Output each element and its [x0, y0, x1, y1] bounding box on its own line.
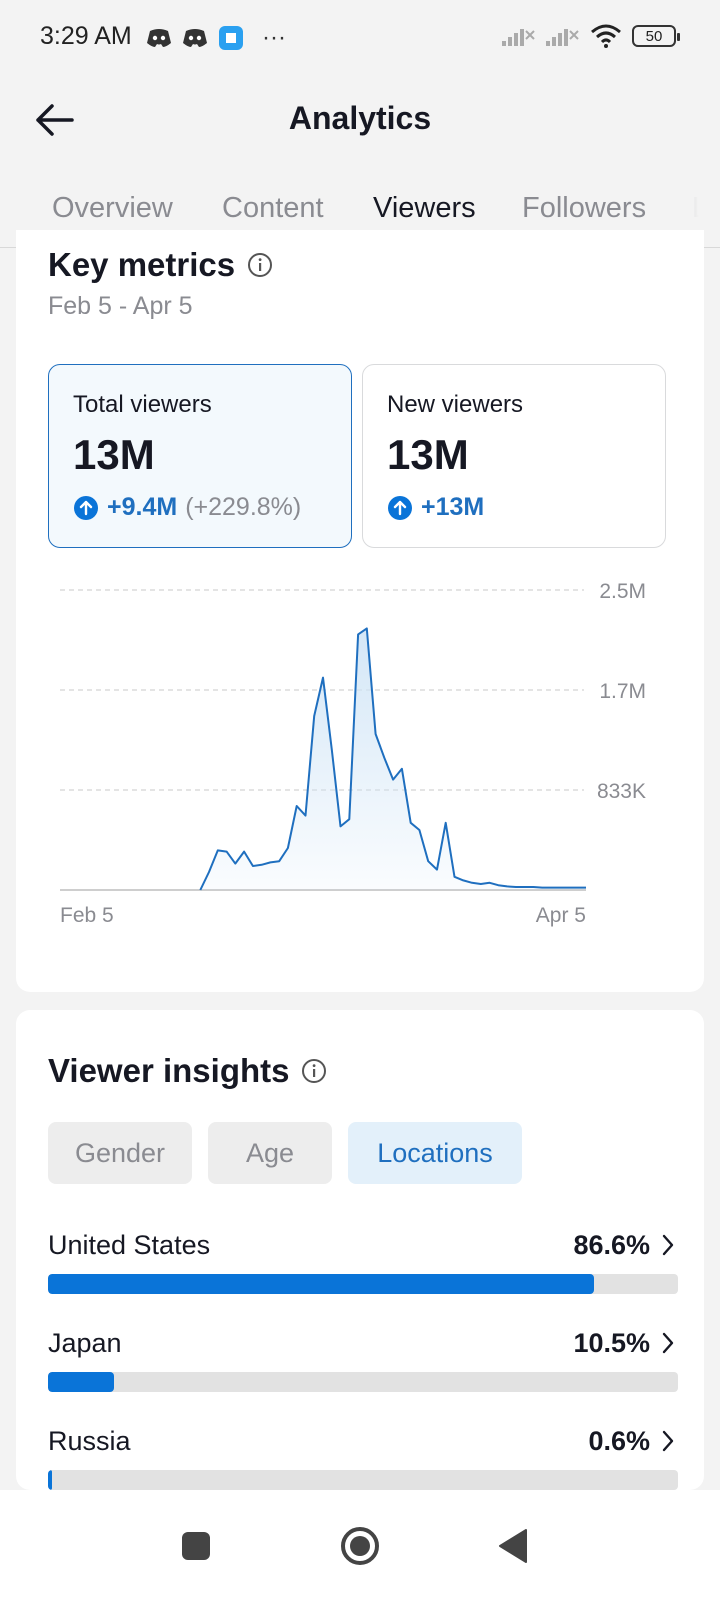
info-icon[interactable]	[301, 1058, 327, 1084]
location-row[interactable]: Russia 0.6%	[48, 1426, 678, 1496]
chevron-right-icon	[662, 1234, 674, 1256]
metric-value: 13M	[387, 431, 469, 478]
discord-icon	[147, 29, 171, 47]
filter-age[interactable]: Age	[208, 1122, 332, 1184]
viewers-series-line	[199, 627, 586, 891]
location-row[interactable]: Japan 10.5%	[48, 1328, 678, 1398]
location-name: Japan	[48, 1328, 122, 1358]
app-header: Analytics	[0, 72, 720, 164]
messenger-app-icon	[219, 26, 243, 50]
system-navigation-bar	[0, 1490, 720, 1600]
location-bar-track	[48, 1372, 678, 1392]
filter-locations[interactable]: Locations	[348, 1122, 522, 1184]
page-title: Analytics	[288, 100, 432, 136]
change-value: +9.4M	[107, 493, 178, 521]
info-icon[interactable]	[247, 252, 273, 278]
viewers-area-chart[interactable]: 2.5M 1.7M 833K Feb 5 Apr 5	[16, 560, 704, 940]
recents-button[interactable]	[168, 1518, 224, 1574]
chevron-right-icon	[662, 1332, 674, 1354]
y-tick-label: 2.5M	[599, 580, 646, 603]
filter-gender[interactable]: Gender	[48, 1122, 192, 1184]
metric-label: Total viewers	[73, 391, 212, 418]
y-tick-label: 1.7M	[599, 680, 646, 703]
arrow-up-circle-icon	[388, 495, 412, 520]
tab-overview[interactable]: Overview	[52, 192, 173, 224]
total-viewers-metric[interactable]: Total viewers 13M +9.4M (+229.8%)	[48, 364, 352, 548]
metric-value: 13M	[73, 431, 155, 478]
key-metrics-title: Key metrics	[48, 246, 236, 283]
location-bar-track	[48, 1470, 678, 1490]
arrow-up-circle-icon	[74, 495, 98, 520]
x-tick-label: Feb 5	[60, 904, 114, 927]
new-viewers-metric[interactable]: New viewers 13M +13M	[362, 364, 666, 548]
location-name: Russia	[48, 1426, 131, 1456]
metric-change: +13M	[387, 493, 484, 522]
location-name: United States	[48, 1230, 211, 1260]
date-range: Feb 5 - Apr 5	[48, 292, 193, 320]
location-percent: 10.5%	[573, 1328, 650, 1358]
home-button[interactable]	[332, 1518, 388, 1574]
discord-icon	[183, 29, 207, 47]
back-button[interactable]	[32, 96, 80, 144]
signal-off-icon	[502, 29, 535, 46]
notification-icons: ···	[146, 24, 286, 52]
back-nav-button[interactable]	[484, 1518, 540, 1574]
more-notifications-icon: ···	[262, 24, 286, 51]
viewer-insights-title: Viewer insights	[48, 1052, 290, 1089]
wifi-icon	[591, 24, 621, 48]
location-bar-track	[48, 1274, 678, 1294]
circle-icon	[341, 1527, 379, 1565]
tab-content[interactable]: Content	[222, 192, 324, 224]
tab-viewers[interactable]: Viewers	[373, 192, 476, 224]
metric-label: New viewers	[387, 391, 524, 418]
change-percent: (+229.8%)	[185, 493, 302, 521]
status-bar: 3:29 AM ··· 50	[0, 0, 720, 72]
chevron-right-icon	[662, 1430, 674, 1452]
metric-change: +9.4M (+229.8%)	[73, 493, 301, 522]
triangle-back-icon	[499, 1529, 527, 1563]
x-tick-label: Apr 5	[536, 904, 586, 927]
key-metrics-heading: Key metrics	[48, 246, 273, 284]
location-percent: 86.6%	[573, 1230, 650, 1260]
key-metrics-card: Key metrics Feb 5 - Apr 5 Total viewers …	[16, 230, 704, 992]
viewers-area	[60, 628, 586, 890]
square-icon	[182, 1532, 210, 1560]
location-bar-fill	[48, 1274, 594, 1294]
location-percent: 0.6%	[588, 1426, 650, 1456]
viewer-insights-card: Viewer insights Gender Age Locations Uni…	[16, 1010, 704, 1490]
viewer-insights-heading: Viewer insights	[48, 1052, 327, 1090]
location-bar-fill	[48, 1470, 52, 1490]
status-time: 3:29 AM	[40, 22, 132, 50]
system-icons: 50	[502, 24, 680, 48]
arrow-left-icon	[36, 104, 74, 136]
change-value: +13M	[421, 493, 485, 521]
location-row[interactable]: United States 86.6%	[48, 1230, 678, 1300]
location-bar-fill	[48, 1372, 115, 1392]
battery-indicator: 50	[632, 25, 680, 47]
signal-off-icon	[546, 29, 579, 46]
y-tick-label: 833K	[597, 780, 646, 803]
tab-followers[interactable]: Followers	[522, 192, 647, 224]
